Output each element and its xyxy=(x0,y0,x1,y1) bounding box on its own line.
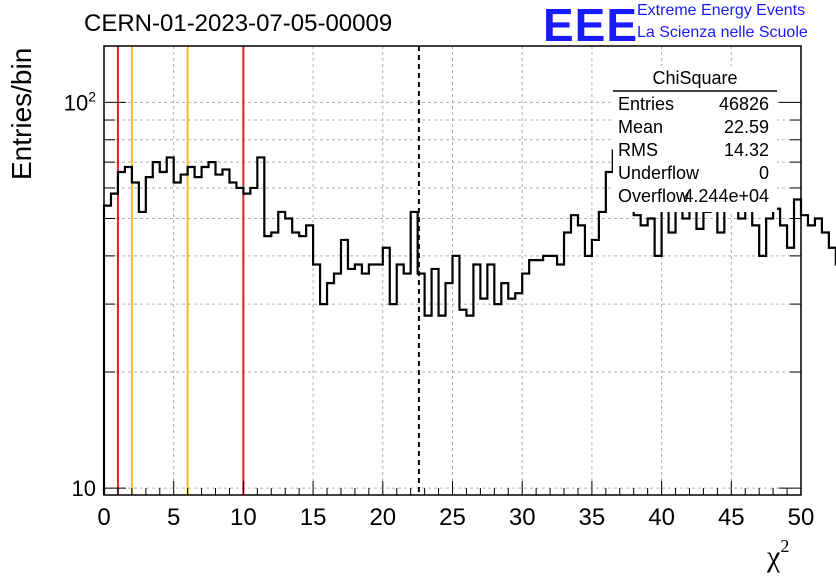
x-axis-label: χ2 xyxy=(767,536,790,573)
stats-row-value: 0 xyxy=(759,163,769,183)
x-tick-label: 25 xyxy=(439,504,466,531)
eee-logo-line-1: Extreme Energy Events xyxy=(637,2,806,19)
y-tick-label: 10 xyxy=(72,476,96,501)
x-tick-label: 40 xyxy=(648,504,675,531)
x-tick-label: 45 xyxy=(718,504,745,531)
stats-box: ChiSquare Entries 46826 Mean 22.59 RMS 14.32 Un… xyxy=(613,66,777,212)
x-tick-label: 35 xyxy=(579,504,606,531)
stats-row-value: 22.59 xyxy=(724,117,769,137)
x-tick-label: 20 xyxy=(369,504,396,531)
axis-ticks: 0 5 10 15 20 25 30 35 40 45 50 10 102 xyxy=(64,88,815,531)
run-title: CERN-01-2023-07-05-00009 xyxy=(84,10,393,37)
stats-row-value: 4.244e+04 xyxy=(683,186,769,206)
stats-row-label: Mean xyxy=(618,117,663,137)
x-tick-label: 5 xyxy=(167,504,180,531)
eee-logo: EEE xyxy=(543,0,639,51)
x-tick-label: 50 xyxy=(788,504,815,531)
stats-row-label: RMS xyxy=(618,140,658,160)
grid-lines xyxy=(104,46,801,495)
stats-box-title: ChiSquare xyxy=(652,68,737,88)
stats-row-value: 14.32 xyxy=(724,140,769,160)
stats-row-value: 46826 xyxy=(719,94,769,114)
x-tick-label: 10 xyxy=(230,504,257,531)
histogram-outline xyxy=(102,149,836,495)
marker-lines xyxy=(116,46,420,495)
x-tick-label: 30 xyxy=(509,504,536,531)
y-tick-label: 102 xyxy=(64,88,96,115)
stats-row-label: Underflow xyxy=(618,163,700,183)
y-axis-label: Entries/bin xyxy=(6,47,37,180)
eee-logo-line-2: La Scienza nelle Scuole xyxy=(637,24,808,41)
x-tick-label: 0 xyxy=(97,504,110,531)
x-tick-label: 15 xyxy=(300,504,327,531)
stats-row-label: Entries xyxy=(618,94,674,114)
stats-row-label: Overflow xyxy=(618,186,690,206)
